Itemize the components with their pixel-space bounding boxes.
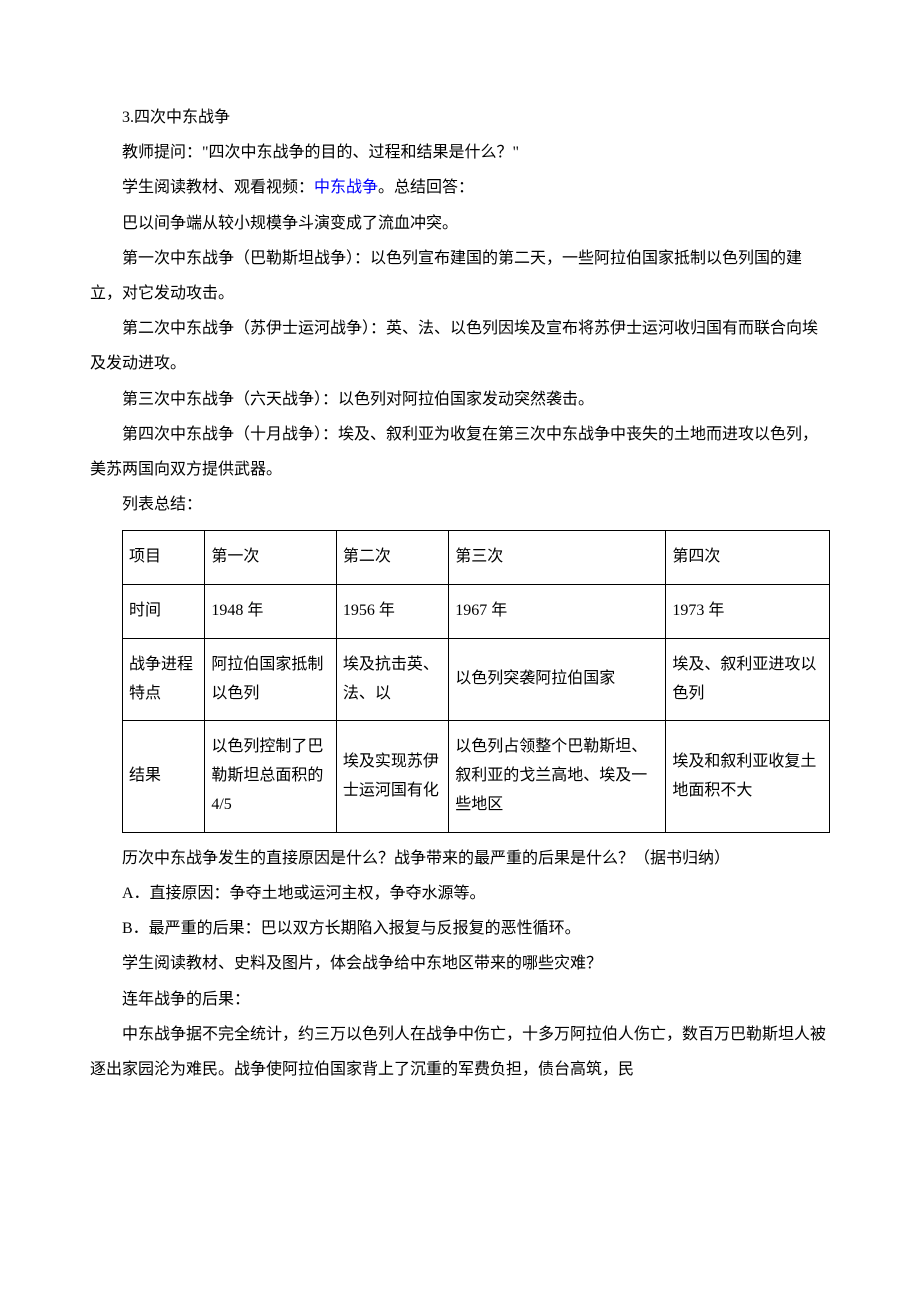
para-war2: 第二次中东战争（苏伊士运河战争）：英、法、以色列因埃及宣布将苏伊士运河收归国有而… [90,311,830,381]
table-cell: 以色列占领整个巴勒斯坦、叙利亚的戈兰高地、埃及一些地区 [449,721,666,832]
student-read-line: 学生阅读教材、观看视频：中东战争。总结回答： [90,170,830,205]
table-cell: 战争进程特点 [123,638,205,721]
table-row: 战争进程特点 阿拉伯国家抵制以色列 埃及抗击英、法、以 以色列突袭阿拉伯国家 埃… [123,638,830,721]
table-cell: 第二次 [336,531,448,585]
table-cell: 埃及实现苏伊士运河国有化 [336,721,448,832]
table-cell: 以色列突袭阿拉伯国家 [449,638,666,721]
table-cell: 埃及、叙利亚进攻以色列 [666,638,830,721]
student-read-pre: 学生阅读教材、观看视频： [122,179,314,196]
table-cell: 项目 [123,531,205,585]
wars-summary-table: 项目 第一次 第二次 第三次 第四次 时间 1948 年 1956 年 1967… [122,530,830,833]
table-cell: 1973 年 [666,585,830,639]
table-cell: 结果 [123,721,205,832]
table-cell: 以色列控制了巴勒斯坦总面积的 4/5 [205,721,337,832]
video-link[interactable]: 中东战争 [314,179,378,196]
table-row: 结果 以色列控制了巴勒斯坦总面积的 4/5 埃及实现苏伊士运河国有化 以色列占领… [123,721,830,832]
table-cell: 第四次 [666,531,830,585]
para-student-read2: 学生阅读教材、史料及图片，体会战争给中东地区带来的哪些灾难？ [90,946,830,981]
para-table-intro: 列表总结： [90,487,830,522]
teacher-question: 教师提问："四次中东战争的目的、过程和结果是什么？" [90,135,830,170]
table-row: 时间 1948 年 1956 年 1967 年 1973 年 [123,585,830,639]
table-cell: 1948 年 [205,585,337,639]
para-war4: 第四次中东战争（十月战争）：埃及、叙利亚为收复在第三次中东战争中丧失的土地而进攻… [90,417,830,487]
student-read-post: 。总结回答： [378,179,474,196]
table-cell: 1967 年 [449,585,666,639]
section-heading: 3.四次中东战争 [90,100,830,135]
table-row: 项目 第一次 第二次 第三次 第四次 [123,531,830,585]
answer-b: B．最严重的后果：巴以双方长期陷入报复与反报复的恶性循环。 [90,911,830,946]
para-result-body: 中东战争据不完全统计，约三万以色列人在战争中伤亡，十多万阿拉伯人伤亡，数百万巴勒… [90,1017,830,1087]
answer-a: A．直接原因：争夺土地或运河主权，争夺水源等。 [90,876,830,911]
table-cell: 埃及和叙利亚收复土地面积不大 [666,721,830,832]
table-cell: 1956 年 [336,585,448,639]
table-cell: 第三次 [449,531,666,585]
para-war3: 第三次中东战争（六天战争）：以色列对阿拉伯国家发动突然袭击。 [90,382,830,417]
followup-question: 历次中东战争发生的直接原因是什么？战争带来的最严重的后果是什么？（据书归纳） [90,841,830,876]
para-result-heading: 连年战争的后果： [90,982,830,1017]
para-conflict: 巴以间争端从较小规模争斗演变成了流血冲突。 [90,206,830,241]
table-cell: 埃及抗击英、法、以 [336,638,448,721]
table-cell: 第一次 [205,531,337,585]
para-war1: 第一次中东战争（巴勒斯坦战争）：以色列宣布建国的第二天，一些阿拉伯国家抵制以色列… [90,241,830,311]
table-cell: 时间 [123,585,205,639]
table-cell: 阿拉伯国家抵制以色列 [205,638,337,721]
